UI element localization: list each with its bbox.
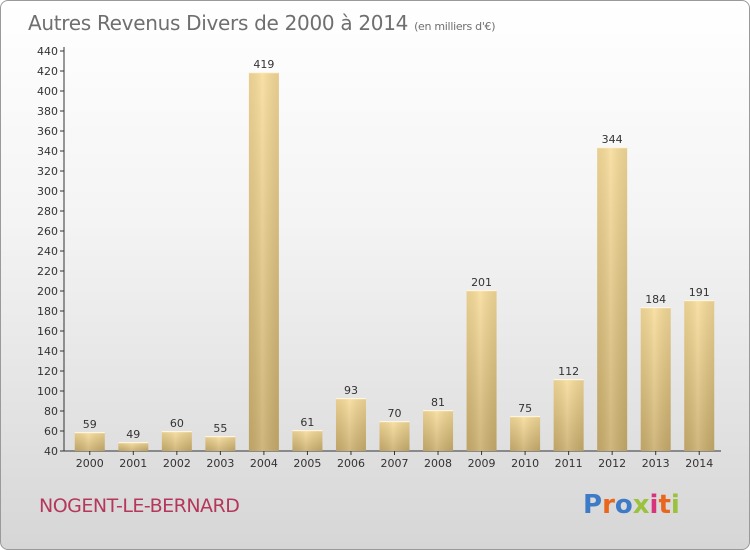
proxiti-logo[interactable]: Proxiti	[583, 490, 680, 520]
bar-shade	[641, 307, 671, 451]
y-tick-label: 40	[44, 445, 58, 458]
bar-value-label: 81	[431, 396, 445, 409]
bar-top-edge	[684, 300, 714, 301]
bar-shade	[75, 432, 105, 451]
bar-value-label: 93	[344, 384, 358, 397]
y-tick-label: 220	[37, 265, 58, 278]
bar-shade	[380, 421, 410, 451]
x-tick-label: 2002	[163, 457, 191, 470]
town-name: NOGENT-LE-BERNARD	[39, 495, 239, 517]
bar-shade	[597, 147, 627, 451]
x-tick-label: 2003	[206, 457, 234, 470]
bar-value-label: 201	[471, 276, 492, 289]
bar-top-edge	[118, 442, 148, 443]
logo-letter: i	[650, 490, 659, 520]
logo-letter: P	[583, 490, 602, 520]
bar-top-edge	[336, 398, 366, 399]
x-tick-label: 2014	[685, 457, 713, 470]
y-tick-label: 440	[37, 45, 58, 58]
logo-letter: o	[615, 490, 633, 520]
bar-value-label: 60	[170, 417, 184, 430]
logo-letter: i	[671, 490, 680, 520]
logo-letter: t	[658, 490, 670, 520]
y-tick-label: 60	[44, 425, 58, 438]
y-tick-label: 140	[37, 345, 58, 358]
bar-value-label: 112	[558, 365, 579, 378]
bar-shade	[162, 431, 192, 451]
x-tick-label: 2010	[511, 457, 539, 470]
bar-top-edge	[510, 416, 540, 417]
bar-top-edge	[162, 431, 192, 432]
bar-value-label: 55	[213, 422, 227, 435]
bar-value-label: 191	[689, 286, 710, 299]
bar-shade	[118, 442, 148, 451]
x-tick-label: 2001	[119, 457, 147, 470]
y-tick-label: 100	[37, 385, 58, 398]
bar-shade	[249, 72, 279, 451]
bar-value-label: 75	[518, 402, 532, 415]
x-tick-label: 2005	[293, 457, 321, 470]
x-tick-label: 2012	[598, 457, 626, 470]
y-tick-label: 360	[37, 125, 58, 138]
y-tick-label: 80	[44, 405, 58, 418]
y-tick-label: 120	[37, 365, 58, 378]
y-tick-label: 380	[37, 105, 58, 118]
bar-top-edge	[292, 430, 322, 431]
bar-shade	[205, 436, 235, 451]
bar-shade	[467, 290, 497, 451]
bar-shade	[554, 379, 584, 451]
bar-value-label: 419	[253, 58, 274, 71]
bar-top-edge	[249, 72, 279, 73]
bar-shade	[423, 410, 453, 451]
bar-top-edge	[423, 410, 453, 411]
y-tick-label: 240	[37, 245, 58, 258]
x-tick-label: 2004	[250, 457, 278, 470]
y-tick-label: 300	[37, 185, 58, 198]
logo-letter: r	[602, 490, 615, 520]
bar-shade	[336, 398, 366, 451]
bar-value-label: 344	[602, 133, 623, 146]
bar-top-edge	[75, 432, 105, 433]
bar-value-label: 61	[300, 416, 314, 429]
y-tick-label: 320	[37, 165, 58, 178]
bar-top-edge	[205, 436, 235, 437]
y-tick-label: 420	[37, 65, 58, 78]
bar-top-edge	[380, 421, 410, 422]
logo-letter: x	[633, 490, 650, 520]
y-tick-label: 340	[37, 145, 58, 158]
x-tick-label: 2000	[76, 457, 104, 470]
x-tick-label: 2013	[642, 457, 670, 470]
y-tick-label: 180	[37, 305, 58, 318]
bar-value-label: 184	[645, 293, 666, 306]
bar-shade	[510, 416, 540, 451]
y-tick-label: 200	[37, 285, 58, 298]
x-tick-label: 2007	[381, 457, 409, 470]
bar-top-edge	[641, 307, 671, 308]
bar-top-edge	[597, 147, 627, 148]
y-tick-label: 160	[37, 325, 58, 338]
bar-top-edge	[467, 290, 497, 291]
y-tick-label: 400	[37, 85, 58, 98]
y-tick-label: 280	[37, 205, 58, 218]
bar-top-edge	[554, 379, 584, 380]
x-tick-label: 2008	[424, 457, 452, 470]
bar-value-label: 59	[83, 418, 97, 431]
y-tick-label: 260	[37, 225, 58, 238]
bar-value-label: 70	[388, 407, 402, 420]
bar-shade	[684, 300, 714, 451]
x-tick-label: 2006	[337, 457, 365, 470]
x-tick-label: 2011	[555, 457, 583, 470]
bar-shade	[292, 430, 322, 451]
x-tick-label: 2009	[468, 457, 496, 470]
bar-value-label: 49	[126, 428, 140, 441]
